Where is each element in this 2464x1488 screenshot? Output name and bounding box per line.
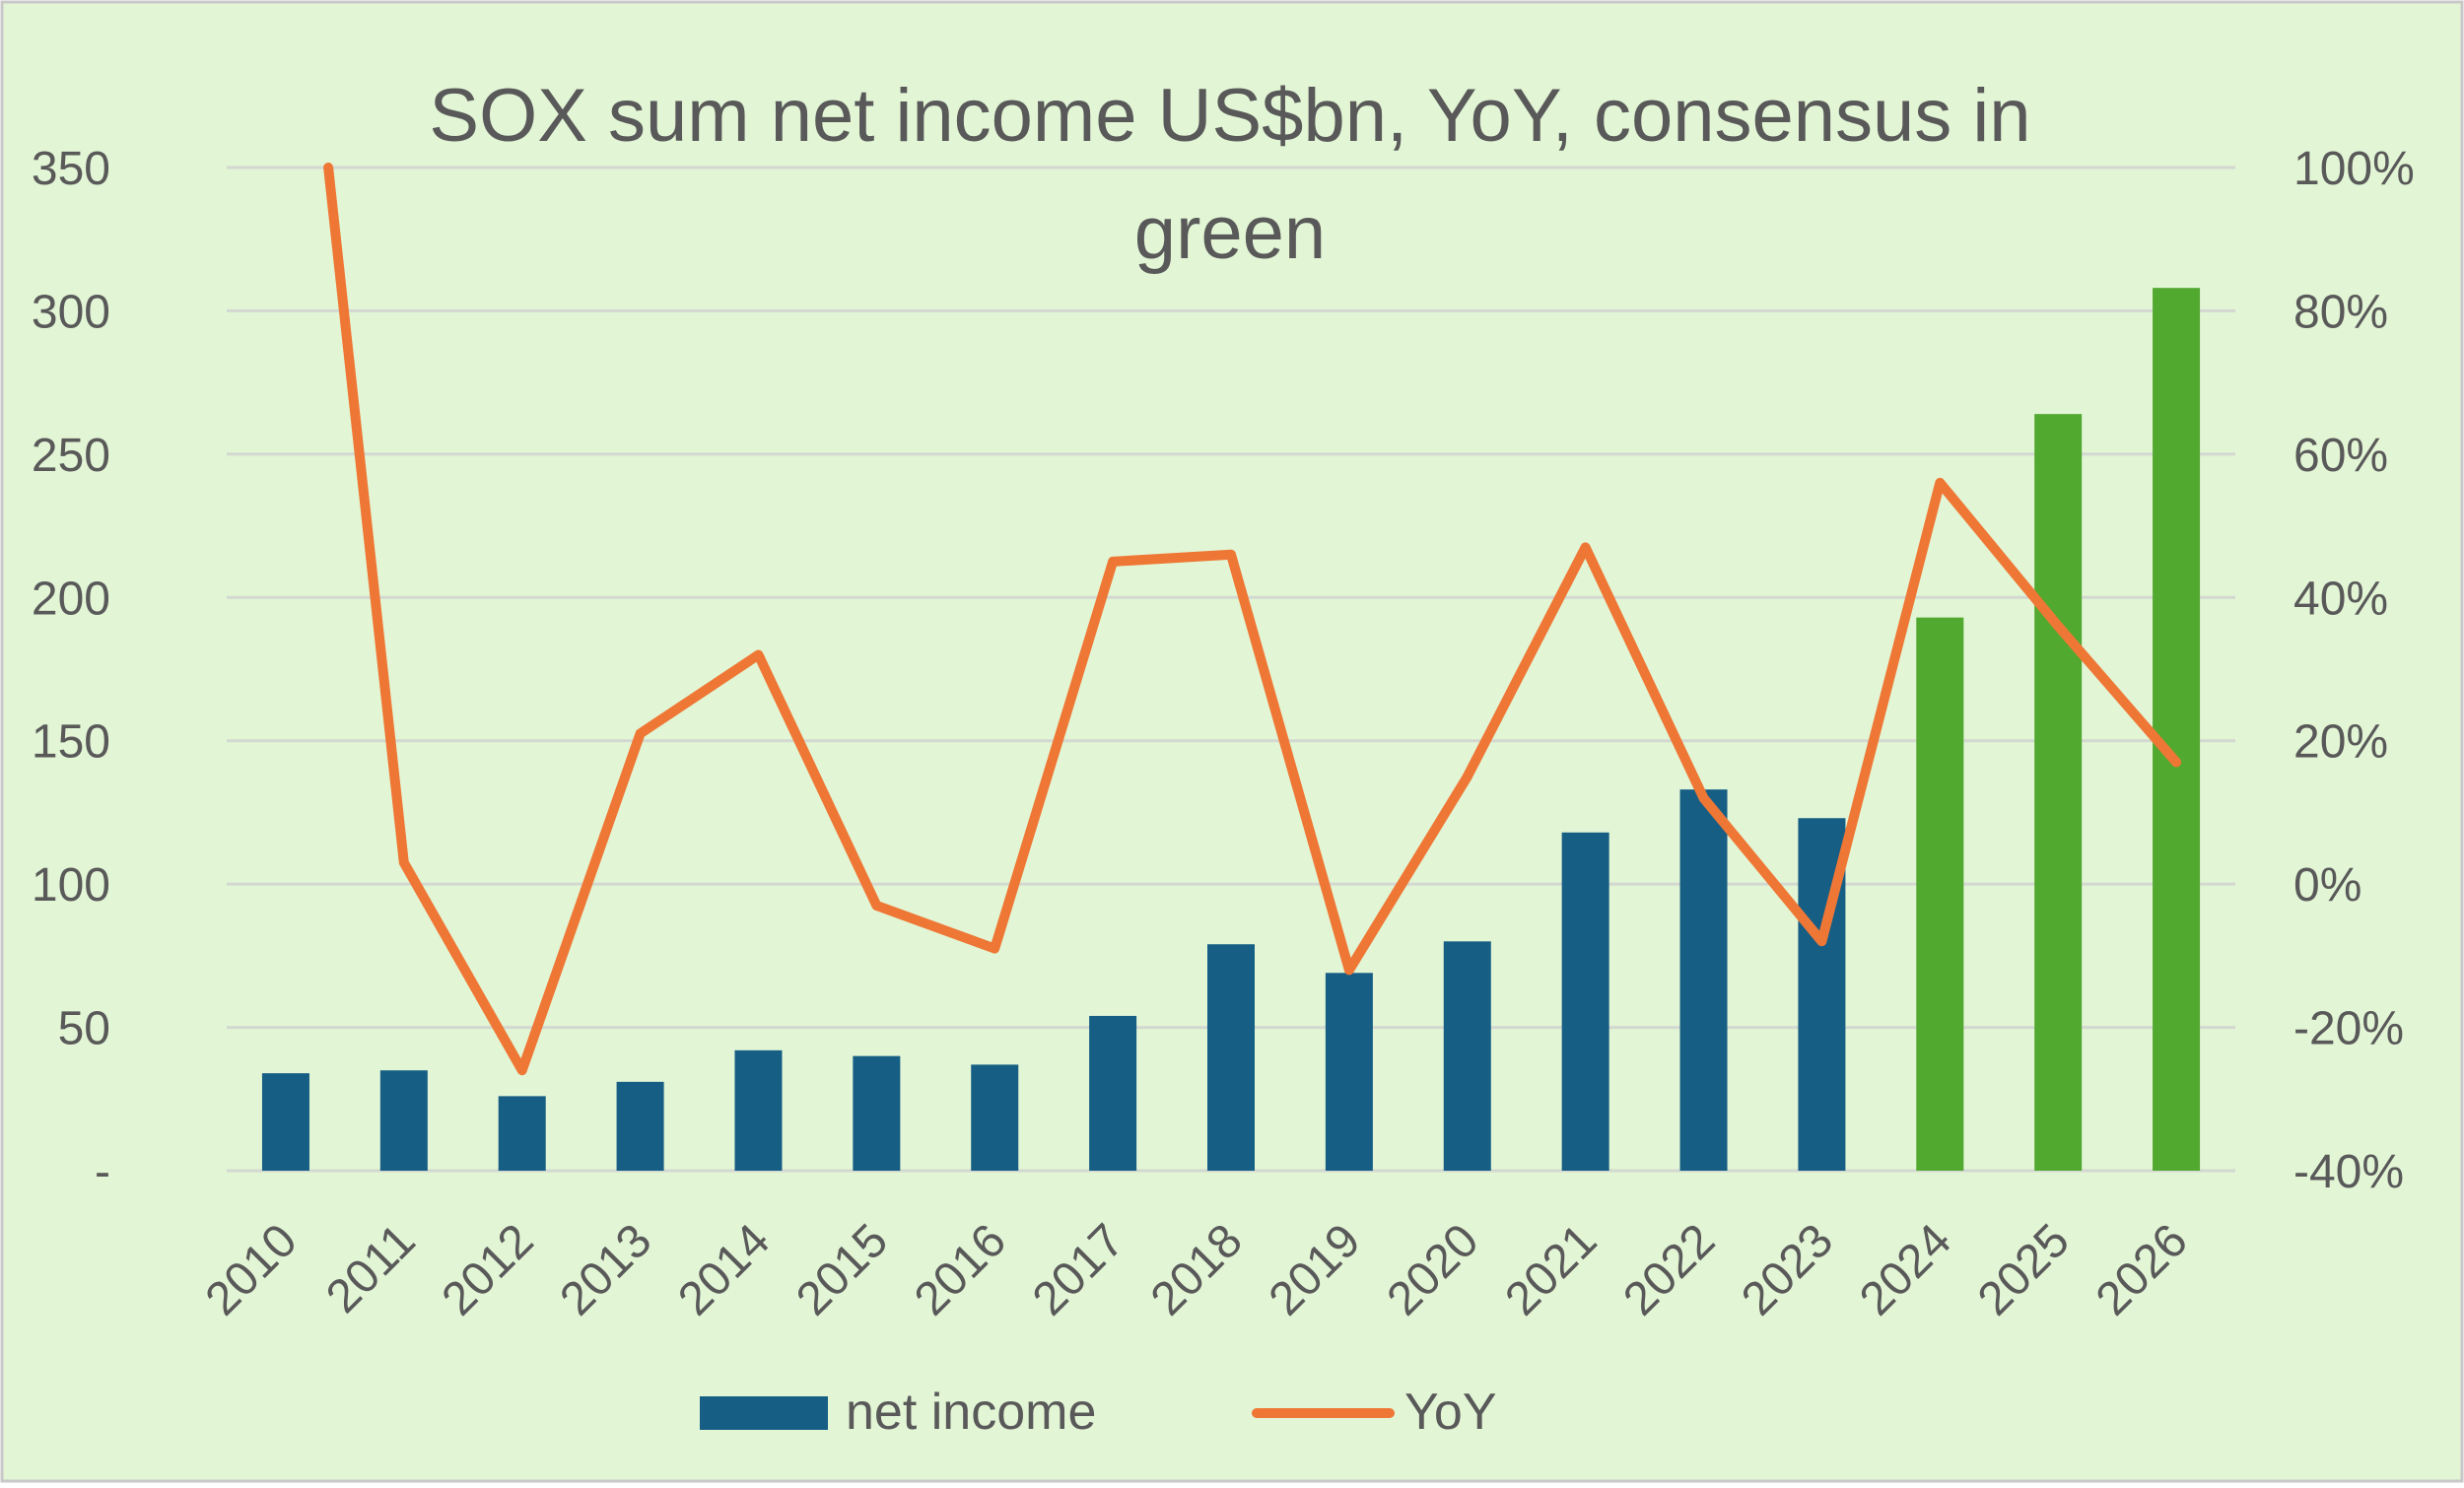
left-axis-tick-label: 350 bbox=[32, 143, 110, 195]
right-axis-tick-label: -40% bbox=[2293, 1146, 2404, 1198]
right-axis-tick-label: 40% bbox=[2293, 573, 2388, 625]
left-axis-tick-labels: - 50 100 150 200 250 300 350 bbox=[32, 143, 110, 1198]
bar-2024 bbox=[1916, 617, 1964, 1171]
net-income-bars bbox=[261, 288, 2201, 1171]
bar-2016 bbox=[971, 1064, 1019, 1171]
bar-2025 bbox=[2034, 414, 2083, 1171]
bar-2015 bbox=[853, 1055, 901, 1171]
left-axis-tick-label: 100 bbox=[32, 859, 110, 912]
yoy-line-layer bbox=[323, 163, 2182, 1076]
bar-2017 bbox=[1089, 1015, 1137, 1171]
right-axis-tick-label: 60% bbox=[2293, 430, 2388, 482]
right-axis-tick-label: 80% bbox=[2293, 286, 2388, 338]
bar-2011 bbox=[379, 1070, 428, 1171]
right-axis-tick-label: 20% bbox=[2293, 716, 2388, 769]
bar-2020 bbox=[1443, 941, 1491, 1171]
bar-2022 bbox=[1679, 789, 1728, 1171]
chart-title-line-2: green bbox=[1134, 191, 1326, 275]
bar-2019 bbox=[1325, 973, 1373, 1171]
legend-label-net-income: net income bbox=[846, 1384, 1096, 1441]
left-axis-tick-label: - bbox=[95, 1146, 110, 1198]
right-axis-tick-label: 0% bbox=[2293, 859, 2361, 912]
legend-swatch-net-income bbox=[700, 1396, 828, 1430]
chart-title-line-1: SOX sum net income US$bn, YoY, consensus… bbox=[429, 74, 2030, 158]
legend-label-yoy: YoY bbox=[1404, 1384, 1497, 1441]
left-axis-tick-label: 150 bbox=[32, 716, 110, 769]
left-axis-tick-label: 50 bbox=[58, 1003, 110, 1055]
right-axis-tick-label: -20% bbox=[2293, 1003, 2404, 1055]
bar-2026 bbox=[2153, 288, 2201, 1171]
right-axis-tick-labels: -40% -20% 0% 20% 40% 60% 80% 100% bbox=[2293, 143, 2415, 1198]
bar-2014 bbox=[734, 1049, 783, 1171]
bar-2010 bbox=[261, 1073, 309, 1171]
legend: net income YoY bbox=[700, 1384, 1497, 1441]
gridlines bbox=[227, 166, 2235, 1173]
left-axis-tick-label: 300 bbox=[32, 286, 110, 338]
right-axis-tick-label: 100% bbox=[2293, 143, 2415, 195]
bar-2021 bbox=[1561, 832, 1609, 1171]
left-axis-tick-label: 250 bbox=[32, 430, 110, 482]
bar-2013 bbox=[616, 1081, 664, 1171]
yoy-line bbox=[323, 163, 2182, 1076]
left-axis-tick-label: 200 bbox=[32, 573, 110, 625]
bar-2012 bbox=[498, 1096, 546, 1171]
bar-2018 bbox=[1207, 944, 1255, 1171]
